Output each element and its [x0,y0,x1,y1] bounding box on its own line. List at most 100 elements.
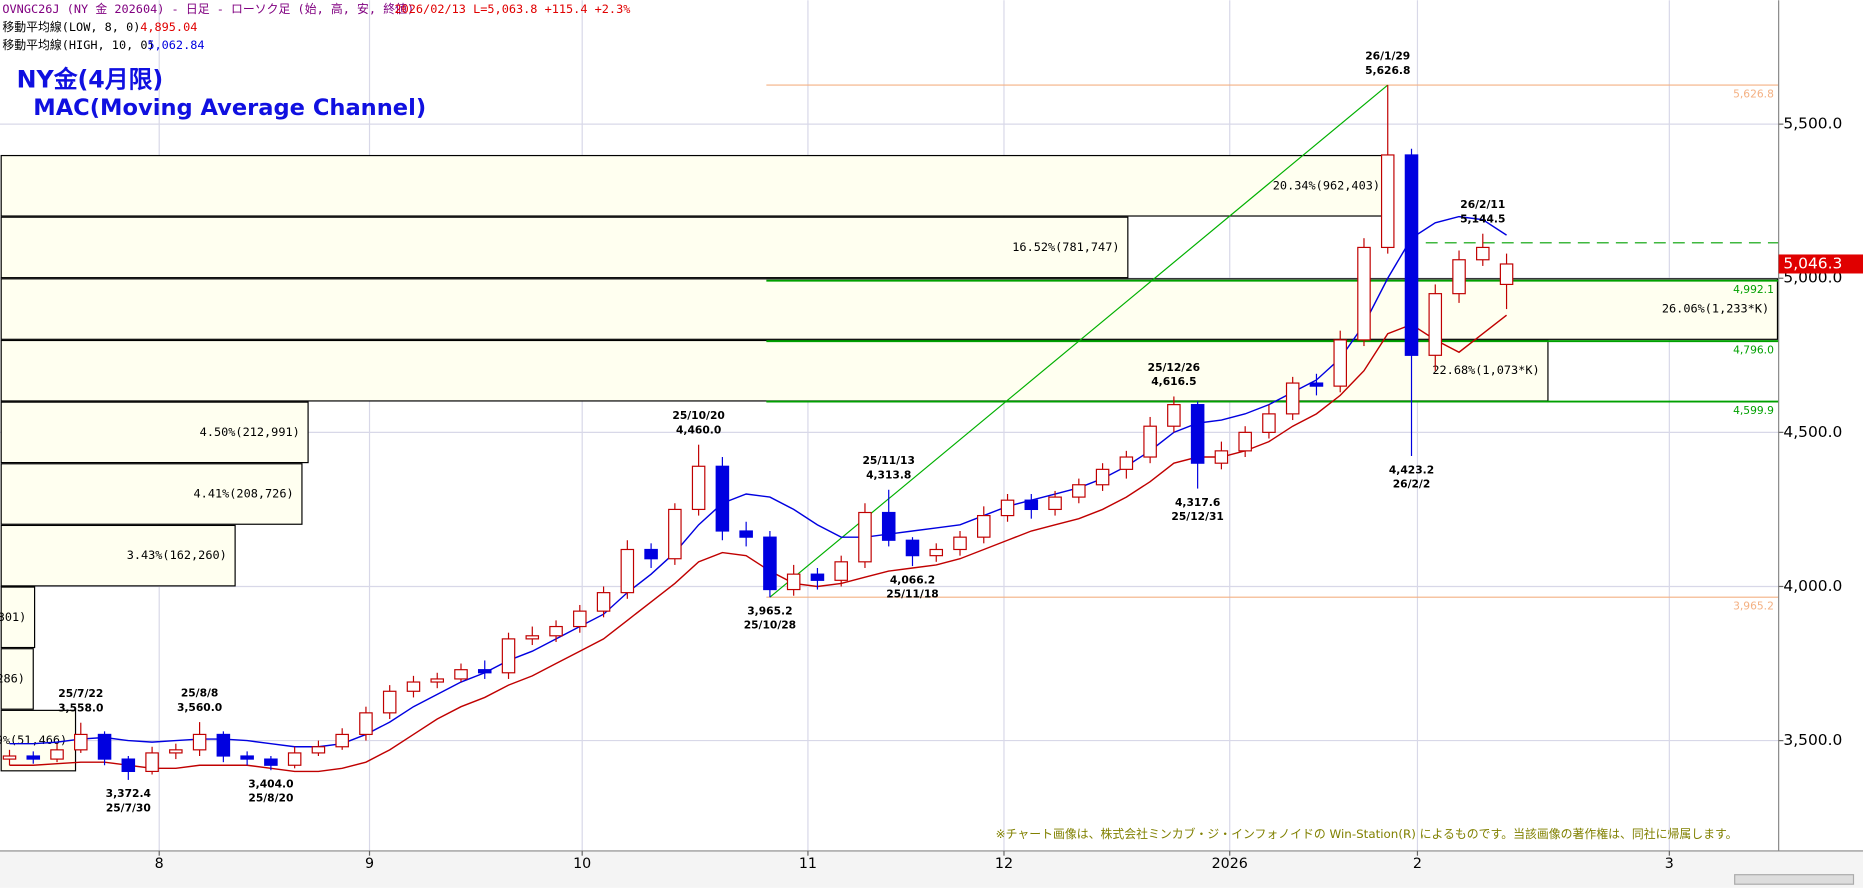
candle-body [596,592,611,612]
ma-line [9,314,1507,773]
profile-bar [0,586,36,649]
profile-label: 0.47%(22,286) [0,671,25,685]
x-tick-label: 3 [1665,856,1674,872]
candle-body [1167,404,1181,427]
candle-body [50,749,64,760]
candle-body [1024,499,1039,511]
candle-body [858,511,872,563]
ma-low-value: 4,895.04 [140,20,197,34]
candle-body [1072,484,1086,498]
candle-body [335,733,349,748]
candle-body [1309,382,1324,387]
candle-body [430,678,445,683]
annotation-price: 3,560.0 [177,701,222,714]
candle-body [644,548,658,560]
profile-label: 26.06%(1,233*K) [1662,302,1769,316]
annotation-date: 25/7/22 [58,687,103,700]
ma-line [9,215,1507,748]
candle-body [668,508,682,560]
level-label: 5,626.8 [1733,88,1774,101]
candle-body [382,690,397,714]
candle-body [240,755,254,760]
annotation-date: 25/11/18 [886,588,938,601]
candle-body [881,511,896,541]
profile-bar [0,278,1779,340]
y-tick-label: 4,000.0 [1783,577,1842,595]
candle-body [359,712,373,736]
annotation-date: 25/12/26 [1148,361,1200,374]
candle-body [145,752,159,773]
candle-body [1048,496,1062,511]
footer-note: ※チャート画像は、株式会社ミンカブ・ジ・インフォノイドの Win-Station… [996,827,1738,841]
profile-bar [0,648,34,710]
ma-low-name: 移動平均線(LOW, 8, 0) [2,20,140,34]
annotation-price: 5,626.8 [1365,64,1410,77]
candle-body [1285,382,1300,415]
annotation-date: 26/1/29 [1365,50,1410,63]
annotation-price: 4,317.6 [1175,496,1220,509]
annotation-date: 25/7/30 [106,801,151,814]
level-label: 4,796.0 [1733,344,1774,357]
price-tag-label: 5,046.3 [1783,254,1842,272]
candle-body [311,746,326,754]
profile-label: 22.68%(1,073*K) [1432,363,1539,377]
header-quote: 2026/02/13 L=5,063.8 +115.4 +2.3% [394,2,630,16]
annotation-date: 25/10/28 [744,619,796,632]
candle-body [121,758,136,773]
x-tick-label: 8 [155,856,164,872]
profile-bar [0,524,236,587]
candle-body [2,755,17,760]
trend-line [769,84,1389,598]
candle-body [97,733,112,760]
plot-area: 20.34%(962,403) 16.52%(781,747) 26.06%(1,2… [0,0,1779,851]
candle-body [287,752,302,766]
annotation-price: 5,144.5 [1460,212,1505,225]
annotation-price: 4,616.5 [1151,375,1196,388]
header: OVNGC26J (NY 金 202604) - 日足 - ローソク足 (始, … [2,2,414,16]
level-label: 4,599.9 [1733,404,1774,417]
y-tick-label: 4,500.0 [1783,423,1842,441]
candle-body [525,635,540,640]
ma-high-name: 移動平均線(HIGH, 10, 0) [2,38,154,52]
annotation-date: 25/12/31 [1171,510,1223,523]
time-axis-band [0,850,1863,888]
annotation-date: 25/10/20 [672,409,724,422]
candle-body [454,669,468,680]
profile-label: 3.43%(162,260) [127,548,227,562]
candle-body [834,561,848,581]
chart-subtitle: MAC(Moving Average Channel) [33,95,426,121]
profile-bar [0,401,309,464]
candle-body [786,573,801,591]
candle-body [549,625,563,637]
candle-body [1262,413,1276,433]
annotation-date: 25/8/20 [248,792,293,805]
chart-title: NY金(4月限) [17,66,164,94]
price-tag [1778,254,1863,274]
y-tick-label: 3,500.0 [1783,731,1842,749]
x-tick-label: 12 [995,856,1013,872]
candle-body [977,514,991,538]
scrollbar[interactable] [1734,874,1855,885]
candle-body [905,539,920,557]
annotation-date: 26/2/11 [1460,198,1505,211]
annotation-date: 25/8/8 [181,687,219,700]
profile-label: 20.34%(962,403) [1273,178,1380,192]
annotation-price: 3,558.0 [58,701,103,714]
y-tick-label: 5,500.0 [1783,115,1842,133]
candle-body [501,638,516,674]
candle-body [620,548,635,594]
candle-body [74,733,88,751]
candle-body [953,536,967,551]
candle-body [264,758,278,766]
x-tick-label: 10 [573,856,591,872]
x-tick-label: 2 [1413,856,1422,872]
candle-body [216,733,231,757]
annotation-price: 4,066.2 [890,573,935,586]
candle-body [1333,339,1347,387]
profile-label: 16.52%(781,747) [1012,240,1119,254]
candle-body [1428,293,1443,356]
level-label: 3,965.2 [1733,600,1774,613]
profile-label: 4.50%(212,991) [200,425,300,439]
candle-body [406,681,421,692]
